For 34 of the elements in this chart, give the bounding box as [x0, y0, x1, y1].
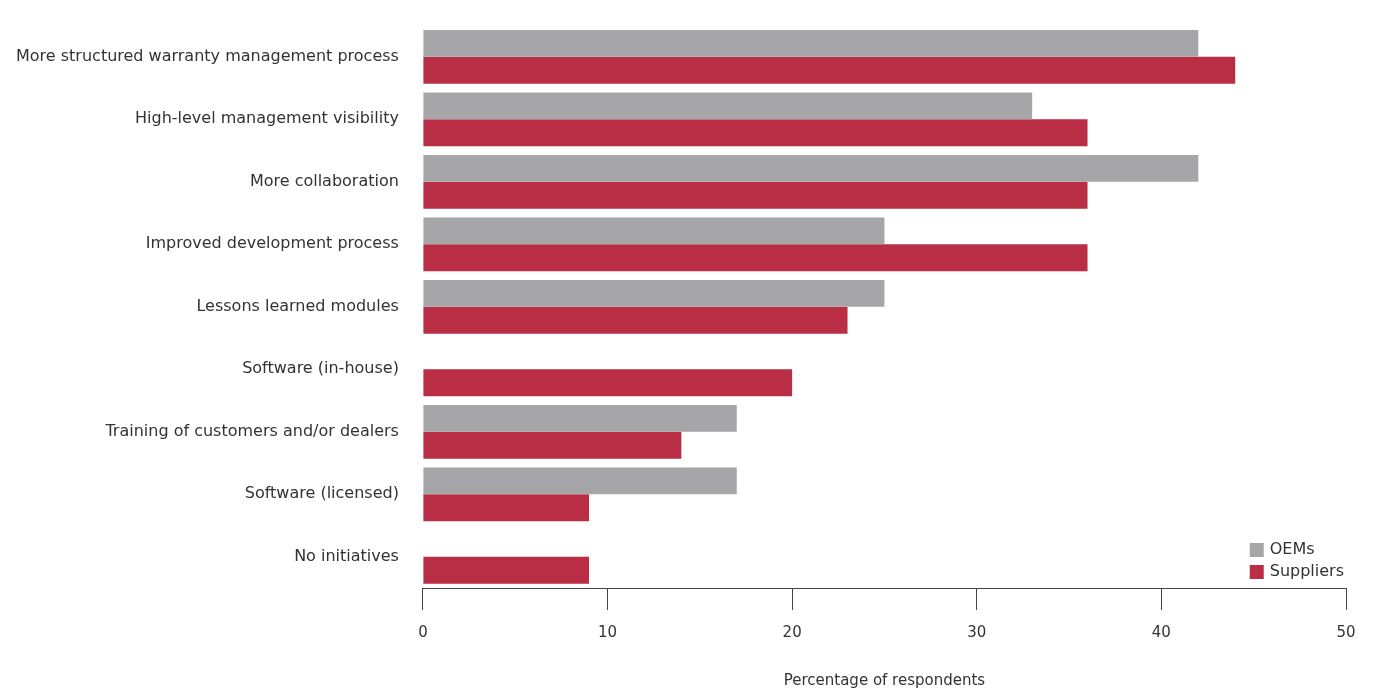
- y-tick-label: Training of customers and/or dealers: [104, 420, 399, 440]
- legend-label: Suppliers: [1269, 561, 1345, 581]
- bar: [423, 92, 1033, 120]
- y-tick-label: Improved development process: [145, 233, 399, 253]
- bar: [423, 467, 737, 495]
- bar: [423, 494, 590, 522]
- bar: [423, 56, 1236, 84]
- bar: [423, 244, 1088, 272]
- x-axis-title: Percentage of respondents: [783, 670, 986, 689]
- x-tick-label: 30: [967, 622, 987, 641]
- y-tick-label: No initiatives: [294, 545, 399, 565]
- bar: [423, 217, 885, 245]
- bar: [423, 431, 682, 459]
- legend-label: OEMs: [1269, 539, 1315, 559]
- x-tick-label: 50: [1336, 622, 1356, 641]
- y-tick-label: High-level management visibility: [135, 108, 399, 128]
- bar: [423, 279, 885, 307]
- bar: [423, 181, 1088, 209]
- x-tick-label: 0: [418, 622, 428, 641]
- bar: [423, 369, 793, 397]
- bar: [423, 119, 1088, 147]
- bar: [423, 404, 737, 432]
- x-tick-label: 20: [782, 622, 802, 641]
- y-tick-label: Software (in-house): [242, 358, 399, 378]
- bar: [423, 29, 1199, 57]
- bar: [423, 556, 590, 584]
- bar: [423, 306, 848, 334]
- x-tick-label: 10: [597, 622, 618, 641]
- y-tick-label: Lessons learned modules: [196, 295, 399, 315]
- y-tick-label: More collaboration: [249, 170, 399, 190]
- x-tick-label: 40: [1151, 622, 1171, 641]
- y-tick-label: More structured warranty management process: [16, 46, 399, 65]
- y-tick-label: Software (licensed): [244, 483, 399, 503]
- bar: [423, 154, 1199, 182]
